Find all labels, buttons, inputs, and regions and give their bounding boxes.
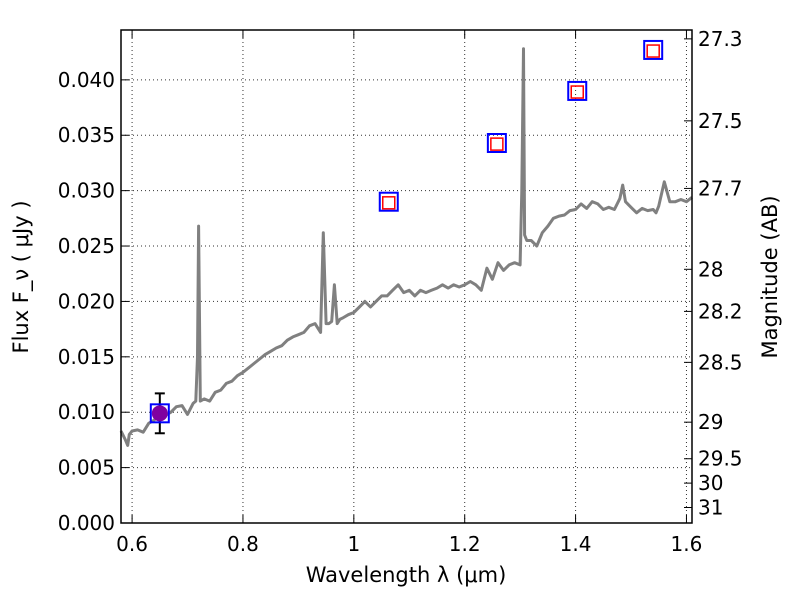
plot-area [119, 39, 693, 447]
y2-tick-label: 29 [698, 410, 723, 434]
y-tick-label: 0.010 [58, 400, 115, 424]
plot-frame [120, 29, 693, 524]
model-square-marker [378, 191, 399, 212]
x-tick-label: 1.2 [449, 532, 481, 556]
y-tick-label: 0.035 [58, 123, 115, 147]
y2-tick-label: 30 [698, 471, 723, 495]
y-tick-label: 0.025 [58, 234, 115, 258]
y-tick-label: 0.005 [58, 456, 115, 480]
model-square-marker [149, 403, 170, 424]
y-tick-label: 0.000 [58, 511, 115, 535]
y2-tick-label: 31 [698, 495, 723, 519]
y-tick-label: 0.040 [58, 68, 115, 92]
y2-tick-label: 27.3 [698, 27, 743, 51]
photometry-point [151, 405, 168, 422]
x-tick-label: 0.8 [227, 532, 259, 556]
model-square-marker-inner [490, 137, 504, 151]
spectrum-line [119, 47, 693, 447]
y-tick-label: 0.020 [58, 289, 115, 313]
model-square-marker-inner [382, 196, 396, 210]
y2-tick-label: 28 [698, 257, 723, 281]
y2-tick-label: 27.5 [698, 109, 743, 133]
y2-tick-label: 28.2 [698, 299, 743, 323]
model-square-marker [486, 133, 507, 154]
model-square-marker [643, 39, 664, 60]
y-tick-label: 0.015 [58, 345, 115, 369]
y2-tick-label: 29.5 [698, 447, 743, 471]
x-tick-label: 0.6 [116, 532, 148, 556]
y-axis-label: Flux F_ν ( μJy ) [9, 200, 34, 353]
y2-tick-label: 27.7 [698, 176, 743, 200]
x-tick-label: 1.6 [671, 532, 703, 556]
x-tick-label: 1.4 [560, 532, 592, 556]
model-square-marker [567, 80, 588, 101]
model-square-marker-inner [570, 85, 584, 99]
model-square-marker-inner [646, 44, 660, 58]
x-tick-label: 1 [347, 532, 360, 556]
y-tick-label: 0.030 [58, 179, 115, 203]
x-axis-label: Wavelength λ (μm) [306, 563, 507, 587]
y2-tick-label: 28.5 [698, 350, 743, 374]
axis-ticks: 0.6 0.8 1 1.2 1.4 1.6 0.000 0.005 0.010 0.015 0.02… [58, 27, 743, 556]
y2-axis-label: Magnitude (AB) [758, 195, 782, 358]
